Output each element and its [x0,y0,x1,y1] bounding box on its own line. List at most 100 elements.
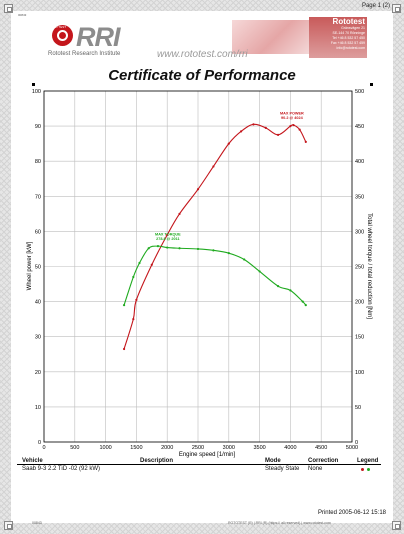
power-data-point [227,142,230,145]
power-data-point [252,123,255,126]
printed-timestamp: Printed 2005-06-12 15:18 [317,510,386,516]
torque-data-point [122,304,126,307]
contact-line: Fax +46 8 532 57 459 [330,41,365,45]
legend-power-dot [361,468,364,471]
y-left-tick-label: 10 [35,405,41,411]
x-tick-label: 2000 [161,445,173,451]
torque-curve-line [123,245,307,306]
power-data-point [292,123,295,127]
contact-line: info@rototest.com [336,46,365,50]
torque-data-point [304,304,307,307]
torque-data-point [243,258,246,261]
y-left-tick-label: 0 [38,440,41,446]
power-data-point [196,188,200,191]
power-data-point [150,263,153,266]
header-contact-box: Rototest Gränsvägen 21 SE-144 70 Rönning… [309,17,367,58]
title-marker-dot [32,83,35,86]
corner-ornament [392,4,401,13]
y-left-tick-label: 90 [35,124,41,130]
y-right-tick-label: 350 [355,194,364,200]
power-data-point [264,126,267,129]
mode-cell: Steady State [265,466,300,472]
x-tick-label: 500 [70,445,79,451]
power-data-point [132,318,135,321]
plot-frame [43,90,353,443]
power-data-point [122,347,126,351]
rototest-logo-icon [52,25,73,46]
annotation-label: 90.2 @ 4024 [281,116,304,120]
header-id: 00843 [18,13,27,17]
power-data-point [135,298,138,301]
x-tick-label: 5000 [346,445,358,451]
power-data-point [298,128,301,131]
x-axis-label: Engine speed [1/min] [179,452,236,458]
table-header-divider [17,464,381,465]
power-data-point [212,165,215,168]
torque-data-point [227,252,230,255]
annotation-label: MAX TORQUE [155,232,181,236]
contact-line: Tel +46 8 532 57 450 [332,36,365,40]
footer-code: 00843 [32,521,42,525]
y-left-tick-label: 40 [35,300,41,306]
power-data-point [178,212,181,215]
torque-data-point [156,245,160,248]
x-tick-label: 2500 [192,445,204,451]
contact-brand: Rototest [332,17,365,26]
torque-data-point [258,270,261,273]
y-left-tick-label: 100 [32,89,41,95]
mode-header: Mode [265,458,281,464]
power-data-point [240,130,243,133]
annotation-label: 278.8 @ 2011 [156,237,180,241]
y-left-tick-label: 20 [35,370,41,376]
y-right-tick-label: 200 [355,300,364,306]
y-left-tick-label: 60 [35,229,41,235]
title-marker-dot [370,83,373,86]
x-tick-label: 1000 [99,445,111,451]
y-right-tick-label: 500 [355,89,364,95]
legend-header: Legend [357,458,379,464]
description-header: Description [140,458,174,464]
power-data-point [289,125,292,128]
torque-data-point [132,275,135,279]
chart-axes [43,90,353,443]
header-website-link[interactable]: www.rototest.com/rri [157,49,248,60]
y-left-tick-label: 80 [35,159,41,165]
y-right-tick-label: 400 [355,159,364,165]
footer-copyright: ROTOTEST (R) | RRI (R) (https:// all res… [228,521,331,525]
y-axis-right-label: Total wheel torque / total reduction [Nm… [366,213,372,319]
correction-header: Correction [308,458,339,464]
torque-data-point [289,289,292,292]
torque-data-point [166,246,169,249]
y-axis-left-label: Wheel power [kW] [27,241,33,290]
vehicle-cell: Saab 9-3 2.2 TiD -02 (92 kW) [22,466,101,472]
y-right-tick-label: 300 [355,229,364,235]
power-data-point [166,233,169,237]
power-data-point [276,133,280,136]
power-data-point [304,140,307,143]
torque-data-point [212,249,215,252]
y-right-tick-label: 0 [355,440,358,446]
rri-logo-text: RRI [76,22,120,52]
torque-data-point [138,261,141,265]
corner-ornament [392,521,401,530]
certificate-title: Certificate of Performance [108,67,296,84]
x-tick-label: 1500 [130,445,142,451]
torque-data-point [196,247,200,251]
logo-caption: Rototest Research Institute [48,51,121,57]
y-right-tick-label: 250 [355,265,364,271]
y-left-tick-label: 50 [35,265,41,271]
torque-data-point [178,247,181,250]
x-tick-label: 4500 [315,445,327,451]
corner-ornament [4,521,13,530]
annotation-label: MAX POWER [280,111,304,115]
chart-grid [43,90,353,443]
contact-line: SE-144 70 Rönninge [332,31,366,35]
y-right-tick-label: 450 [355,124,364,130]
y-left-tick-label: 70 [35,194,41,200]
x-tick-label: 3500 [253,445,265,451]
x-tick-label: 0 [42,445,45,451]
logo-tag: ROTO TEST [49,25,67,29]
torque-data-point [147,247,150,250]
